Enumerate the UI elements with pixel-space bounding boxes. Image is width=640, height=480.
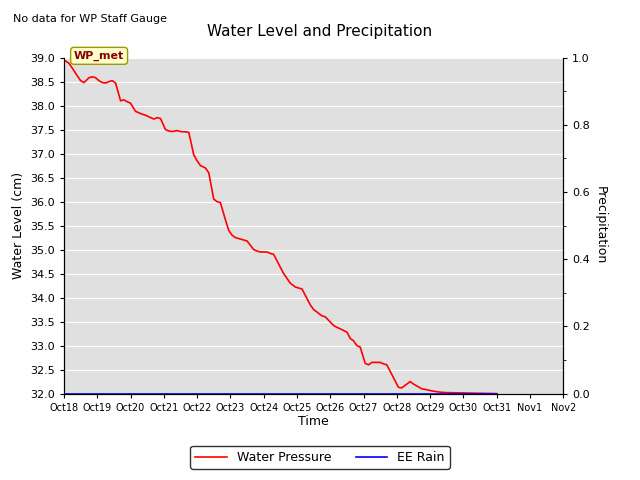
- Text: No data for WP Staff Gauge: No data for WP Staff Gauge: [13, 14, 167, 24]
- Water Pressure: [127, 100, 134, 106]
- Water Pressure: [112, 80, 120, 86]
- Water Pressure: [60, 58, 68, 64]
- Y-axis label: Water Level (cm): Water Level (cm): [12, 172, 25, 279]
- Water Pressure: [102, 80, 109, 86]
- Water Pressure: [313, 309, 321, 315]
- Water Pressure: [232, 235, 239, 240]
- Y-axis label: Precipitation: Precipitation: [594, 186, 607, 265]
- Line: Water Pressure: Water Pressure: [64, 61, 497, 394]
- Water Pressure: [349, 338, 357, 344]
- Water Pressure: [493, 391, 500, 396]
- X-axis label: Time: Time: [298, 415, 329, 429]
- Text: Water Level and Precipitation: Water Level and Precipitation: [207, 24, 433, 39]
- Legend: Water Pressure, EE Rain: Water Pressure, EE Rain: [190, 446, 450, 469]
- Text: WP_met: WP_met: [74, 51, 124, 61]
